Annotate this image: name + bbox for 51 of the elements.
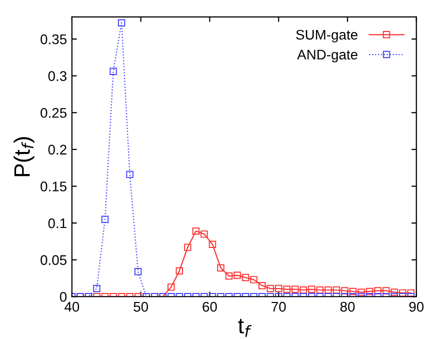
x-tick-label: 80 [340,302,355,312]
point [126,170,134,178]
y-tick-label: 0.25 [40,108,66,118]
x-tick-label: 50 [134,302,148,312]
y-tick-label: 0.05 [40,255,66,265]
point [266,284,274,292]
point [398,289,406,297]
y-tick-label: 0.35 [40,34,66,44]
point [274,284,282,292]
point [324,286,332,294]
point [374,287,382,294]
point [300,286,308,294]
legend-label: SUM-gate [296,30,358,42]
x-tick-label: 40 [64,302,80,312]
y-axis-title: P(t$_{f}$) [14,137,34,176]
y-tick-label: 0.3 [48,71,66,81]
y-tick-label: 0.15 [40,182,66,192]
point [349,288,357,296]
point [341,287,348,294]
point [250,276,258,284]
point [101,216,109,223]
point [192,228,200,235]
x-tick-label: 60 [202,302,217,312]
point [366,288,374,296]
x-tick-label: 90 [409,302,424,312]
legend-label: AND-gate [297,50,358,62]
point [390,288,398,296]
point [134,268,142,276]
point [258,282,266,290]
y-tick-label: 0.1 [48,218,66,228]
point [208,240,216,248]
point [200,230,208,238]
point [332,286,340,294]
point [93,284,100,292]
point [234,272,241,279]
point [225,272,233,280]
x-tick-label: 70 [272,302,286,312]
x-axis-title: t$_{f}$ [238,318,252,337]
point [308,286,316,293]
y-tick-label: 0 [60,292,67,302]
point [242,274,250,282]
point [176,267,184,274]
point [283,286,290,293]
point [168,283,175,291]
point [184,244,192,251]
point [382,287,390,294]
point [292,286,299,293]
point [358,288,365,296]
point [316,286,324,294]
point [217,264,224,272]
y-tick-label: 0.2 [48,144,66,155]
